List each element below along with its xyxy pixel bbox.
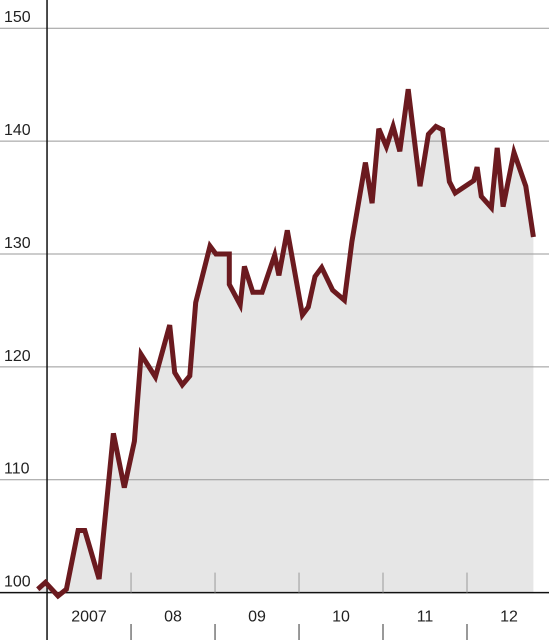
y-tick-label: 140 — [4, 122, 31, 139]
x-tick-label: 11 — [417, 609, 434, 626]
x-tick-label: 10 — [332, 609, 350, 626]
y-tick-label: 110 — [4, 461, 30, 478]
x-tick-label: 12 — [500, 609, 518, 626]
y-tick-label: 130 — [4, 235, 31, 252]
x-tick-label: 08 — [164, 609, 182, 626]
line — [36, 88, 536, 600]
y-tick-label: 120 — [4, 348, 31, 365]
x-tick-label: 2007 — [71, 609, 107, 626]
y-tick-label: 100 — [4, 574, 31, 591]
area — [37, 89, 534, 596]
y-tick-label: 150 — [4, 9, 31, 26]
x-tick-label: 09 — [248, 609, 266, 626]
